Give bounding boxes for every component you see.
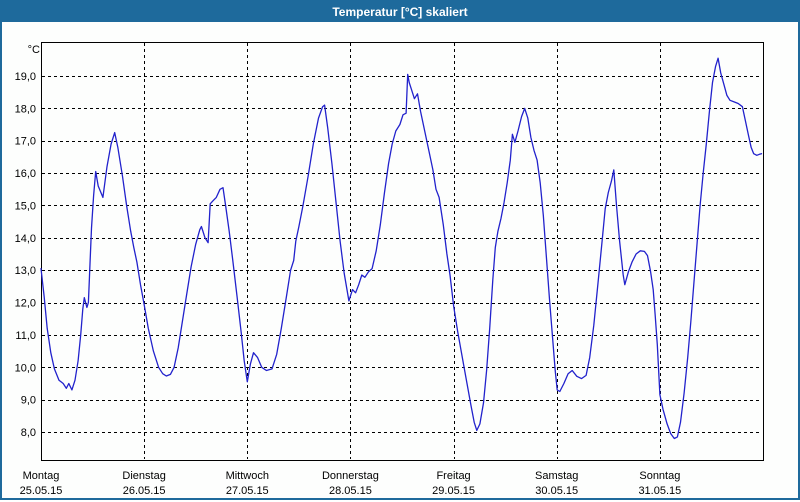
x-day-label: Samstag (535, 470, 578, 482)
x-day-label: Montag (23, 470, 60, 482)
title-bar: Temperatur [°C] skaliert (2, 2, 798, 22)
x-date-label: 31.05.15 (638, 485, 681, 497)
x-day-label: Dienstag (122, 470, 165, 482)
x-date-label: 30.05.15 (535, 485, 578, 497)
window-title: Temperatur [°C] skaliert (332, 5, 468, 19)
y-tick-label: 12,0 (15, 298, 36, 310)
y-tick-label: 14,0 (15, 233, 36, 245)
y-tick-label: 8,0 (21, 427, 36, 439)
y-tick-label: 18,0 (15, 103, 36, 115)
gridlines (42, 43, 762, 459)
x-date-label: 25.05.15 (20, 485, 63, 497)
axis-labels: 19,0 18,0 17,0 16,0 15,0 14,0 13,0 12,0 11,0 10,0… (15, 44, 682, 497)
x-date-label: 29.05.15 (432, 485, 475, 497)
y-tick-label: 17,0 (15, 136, 36, 148)
y-tick-label: 15,0 (15, 200, 36, 212)
y-axis-unit-label: °C (28, 44, 40, 56)
x-day-label: Freitag (436, 470, 470, 482)
temperature-series-line (40, 57, 763, 440)
y-tick-label: 10,0 (15, 362, 36, 374)
y-tick-label: 11,0 (15, 330, 36, 342)
plot-frame (41, 42, 764, 461)
y-tick-label: 16,0 (15, 168, 36, 180)
y-tick-label: 19,0 (15, 71, 36, 83)
x-day-label: Mittwoch (226, 470, 269, 482)
x-date-label: 26.05.15 (123, 485, 166, 497)
x-day-label: Sonntag (639, 470, 680, 482)
y-tick-label: 13,0 (15, 265, 36, 277)
x-date-label: 27.05.15 (226, 485, 269, 497)
x-day-label: Donnerstag (322, 470, 379, 482)
x-date-label: 28.05.15 (329, 485, 372, 497)
y-tick-label: 9,0 (21, 395, 36, 407)
